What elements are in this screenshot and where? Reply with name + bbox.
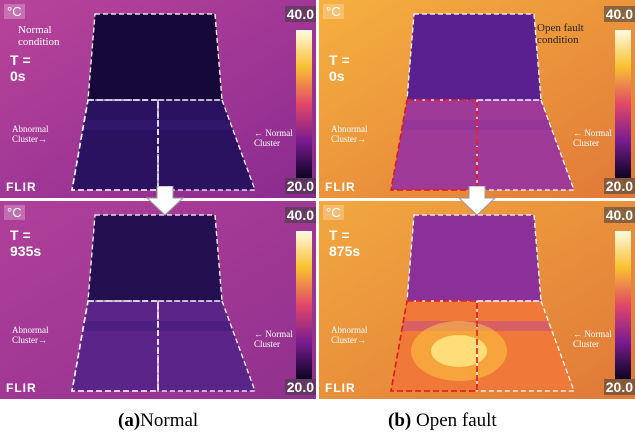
thermal-panel: °C 40.0 20.0 FLIR T = 875s Abnormal Cluster→ ←…: [319, 201, 635, 399]
caption-a: (a)Normal: [118, 410, 198, 432]
normal-label: ← Normal Cluster: [254, 128, 294, 148]
condition-label: Normal condition: [18, 24, 82, 48]
thermal-panel: °C 40.0 20.0 FLIR T = 935s Abnormal Cluster→ ←…: [0, 201, 316, 399]
caption-label: (b): [388, 410, 411, 431]
caption-text: Open fault: [416, 410, 497, 431]
condition-label: Open fault condition: [537, 22, 601, 46]
abnormal-label: Abnormal Cluster→: [331, 124, 383, 144]
figure: (a)Normal (b) Open fault °C 40.0 20.0 FLIR N…: [0, 0, 635, 443]
scale-min: 20.0: [285, 178, 316, 194]
caption-text: Normal: [140, 410, 198, 431]
unit-label: °C: [4, 205, 25, 220]
unit-label: °C: [4, 4, 25, 19]
scale-max: 40.0: [604, 6, 635, 22]
normal-label: ← Normal Cluster: [573, 128, 613, 148]
scale-max: 40.0: [604, 207, 635, 223]
camera-logo: FLIR: [325, 180, 356, 194]
scale-max: 40.0: [285, 207, 316, 223]
thermal-panel: °C 40.0 20.0 FLIR Open fault condition T = 0s…: [319, 0, 635, 198]
time-label: T = 875s: [329, 227, 367, 259]
time-label: T = 0s: [10, 52, 48, 84]
camera-logo: FLIR: [6, 180, 37, 194]
camera-logo: FLIR: [325, 381, 356, 395]
scale-min: 20.0: [285, 379, 316, 395]
time-label: T = 0s: [329, 52, 367, 84]
unit-label: °C: [323, 4, 344, 19]
unit-label: °C: [323, 205, 344, 220]
camera-logo: FLIR: [6, 381, 37, 395]
scale-max: 40.0: [285, 6, 316, 22]
time-label: T = 935s: [10, 227, 48, 259]
caption-label: (a): [118, 410, 140, 431]
normal-label: ← Normal Cluster: [573, 329, 613, 349]
down-arrow: [145, 186, 185, 216]
thermal-panel: °C 40.0 20.0 FLIR Normal condition T = 0s Abno…: [0, 0, 316, 198]
abnormal-label: Abnormal Cluster→: [12, 325, 64, 345]
normal-label: ← Normal Cluster: [254, 329, 294, 349]
caption-b: (b) Open fault: [388, 410, 497, 432]
abnormal-label: Abnormal Cluster→: [12, 124, 64, 144]
down-arrow: [457, 186, 497, 216]
scale-min: 20.0: [604, 379, 635, 395]
abnormal-label: Abnormal Cluster→: [331, 325, 383, 345]
scale-min: 20.0: [604, 178, 635, 194]
